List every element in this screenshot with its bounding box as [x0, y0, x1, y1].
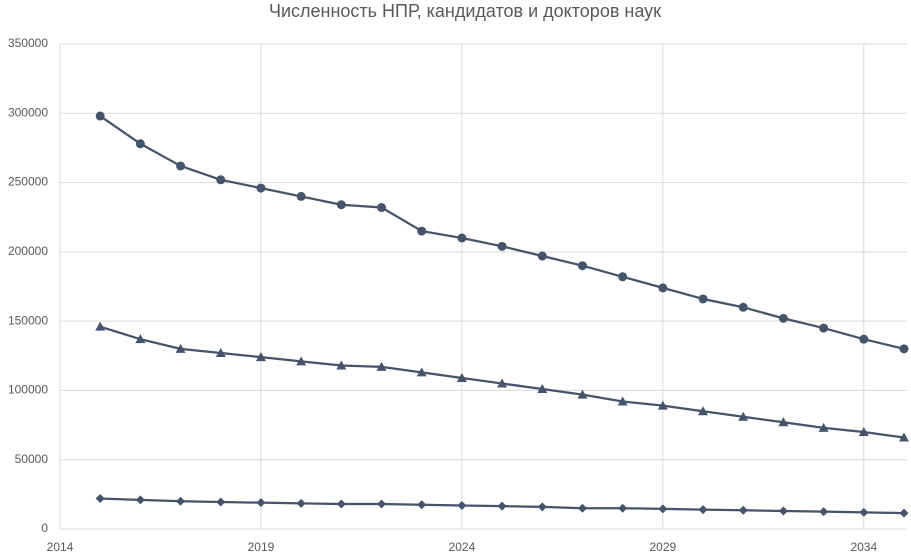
- marker: [657, 400, 668, 410]
- marker: [859, 334, 869, 344]
- marker: [215, 348, 226, 358]
- y-tick-label: 200000: [8, 244, 48, 258]
- marker: [819, 507, 829, 517]
- marker: [738, 505, 748, 515]
- x-tick-label: 2034: [850, 540, 877, 554]
- marker: [778, 313, 788, 323]
- marker: [537, 251, 547, 261]
- x-tick-label: 2014: [47, 540, 74, 554]
- marker: [577, 503, 587, 513]
- marker: [497, 501, 507, 511]
- marker: [135, 334, 146, 344]
- marker: [899, 432, 909, 442]
- marker: [296, 356, 307, 366]
- marker: [778, 506, 788, 516]
- marker: [899, 344, 909, 354]
- marker: [858, 427, 869, 436]
- y-tick-label: 300000: [8, 105, 48, 119]
- marker: [577, 389, 588, 399]
- marker: [417, 226, 427, 236]
- marker: [457, 500, 467, 510]
- marker: [537, 384, 548, 394]
- y-tick-label: 150000: [8, 313, 48, 327]
- marker: [457, 233, 467, 243]
- marker: [377, 203, 387, 213]
- marker: [738, 302, 748, 312]
- marker: [497, 241, 507, 251]
- marker: [216, 175, 226, 185]
- y-tick-label: 50000: [15, 452, 49, 466]
- marker: [658, 283, 668, 293]
- x-tick-label: 2019: [248, 540, 275, 554]
- marker: [618, 503, 628, 513]
- marker: [899, 508, 909, 518]
- marker: [456, 372, 467, 382]
- marker: [336, 200, 346, 210]
- marker: [537, 502, 547, 512]
- marker: [135, 495, 145, 505]
- y-tick-label: 250000: [8, 175, 48, 189]
- marker: [256, 183, 266, 193]
- x-tick-label: 2024: [449, 540, 476, 554]
- marker: [658, 504, 668, 514]
- marker: [336, 499, 346, 509]
- marker: [577, 261, 587, 271]
- marker: [216, 497, 226, 507]
- marker: [416, 367, 427, 377]
- marker: [175, 343, 186, 353]
- marker: [296, 191, 306, 201]
- x-tick-label: 2029: [650, 540, 677, 554]
- marker: [617, 396, 628, 406]
- marker: [135, 139, 145, 149]
- marker: [738, 411, 749, 421]
- y-tick-label: 0: [41, 521, 48, 535]
- marker: [176, 496, 186, 506]
- marker: [618, 272, 628, 282]
- marker: [819, 323, 829, 333]
- marker: [417, 500, 427, 510]
- marker: [296, 498, 306, 508]
- chart-title: Численность НПР, кандидатов и докторов н…: [269, 1, 661, 21]
- marker: [376, 361, 387, 371]
- marker: [698, 294, 708, 304]
- marker: [255, 352, 266, 362]
- marker: [778, 417, 789, 427]
- marker: [176, 161, 186, 171]
- marker: [95, 494, 105, 504]
- marker: [377, 499, 387, 509]
- y-tick-label: 350000: [8, 36, 48, 50]
- marker: [818, 422, 829, 432]
- marker: [859, 507, 869, 517]
- marker: [256, 498, 266, 508]
- marker: [698, 406, 709, 416]
- marker: [95, 321, 106, 331]
- marker: [336, 360, 347, 370]
- marker: [497, 378, 508, 388]
- y-tick-label: 100000: [8, 383, 48, 397]
- marker: [95, 111, 105, 121]
- marker: [698, 505, 708, 515]
